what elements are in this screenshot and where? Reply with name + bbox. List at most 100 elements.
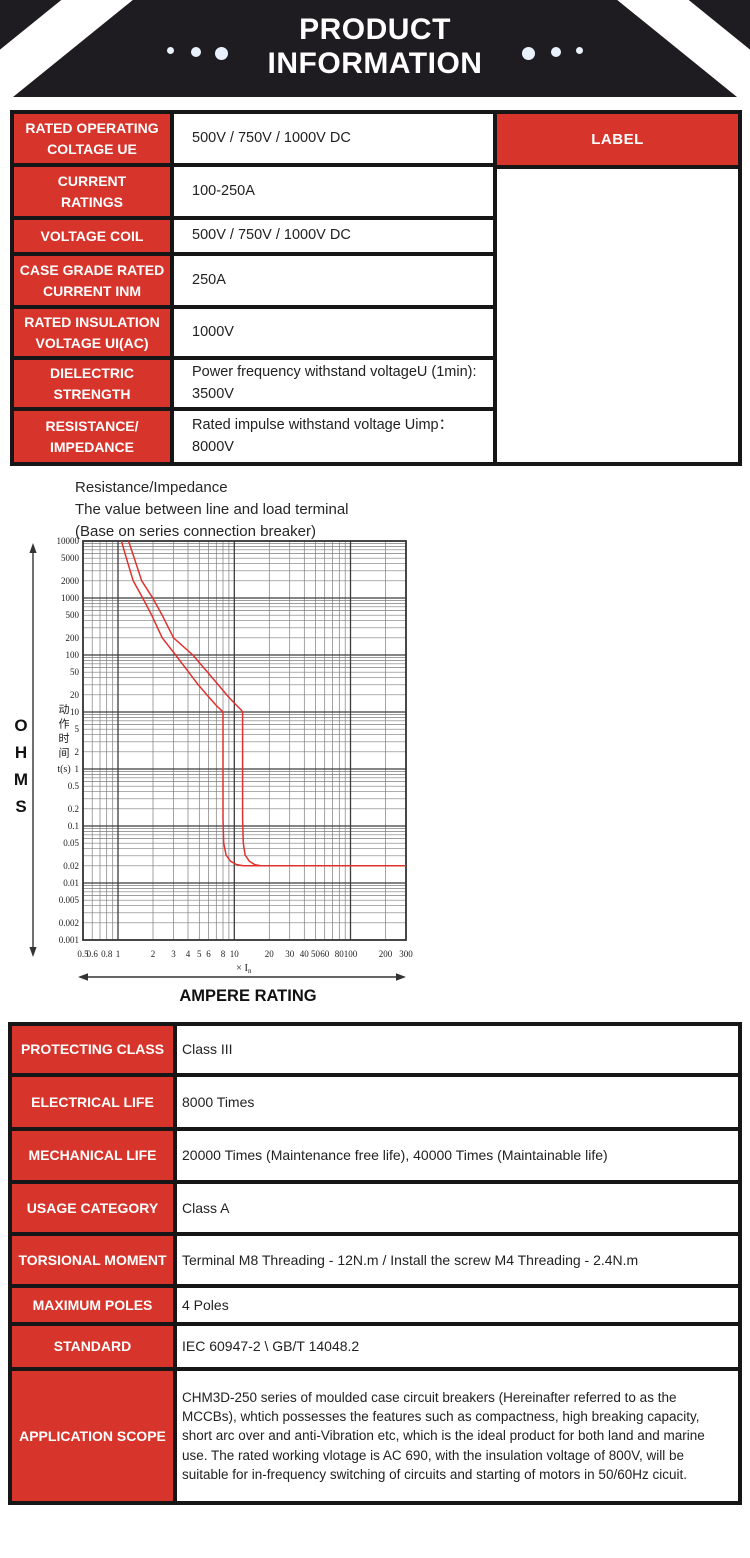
trip-curve-max xyxy=(127,540,406,867)
y-tick-label: 5 xyxy=(75,724,80,734)
spec-row: RESISTANCE/ IMPEDANCE Rated impulse withs… xyxy=(14,411,493,462)
y-axis-cn-label: 时 xyxy=(59,732,70,745)
y-tick-label: 0.001 xyxy=(59,935,79,945)
spec-row-value: 250A xyxy=(174,256,493,305)
x-axis-label: AMPERE RATING xyxy=(179,987,316,1005)
x-tick-label: 20 xyxy=(265,949,275,959)
details-row-value: Class A xyxy=(177,1184,738,1232)
spec-row: CURRENT RATINGS 100-250A xyxy=(14,167,493,216)
details-row-value: IEC 60947-2 \ GB/T 14048.2 xyxy=(177,1326,738,1367)
grid-major xyxy=(83,541,406,940)
spec-row: CASE GRADE RATED CURRENT INM 250A xyxy=(14,256,493,305)
page-title-line1: PRODUCT xyxy=(299,13,451,46)
arrow-head-left-icon xyxy=(78,973,88,981)
details-row: MAXIMUM POLES 4 Poles xyxy=(12,1288,738,1322)
x-tick-label: 0.6 xyxy=(87,949,99,959)
y-axis-unit-label: t(s) xyxy=(57,764,70,775)
dot-icon xyxy=(167,47,174,54)
spec-row-value: 100-250A xyxy=(174,167,493,216)
trip-curve-chart: 100005000200010005002001005020105210.50.… xyxy=(14,536,413,1005)
arrow-head-up-icon xyxy=(29,543,37,553)
x-tick-label: 0.8 xyxy=(101,949,113,959)
y-tick-label: 0.01 xyxy=(63,878,79,888)
y-tick-label: 100 xyxy=(66,650,80,660)
chart-note-line: The value between line and load terminal xyxy=(75,501,349,518)
details-row-value: 8000 Times xyxy=(177,1077,738,1127)
x-tick-label: 80 xyxy=(335,949,345,959)
spec-row-label: CASE GRADE RATED CURRENT INM xyxy=(14,256,170,305)
y-axis-cn-label: 动 xyxy=(59,703,70,716)
y-tick-label: 0.1 xyxy=(68,821,79,831)
x-tick-label: 6 xyxy=(206,949,211,959)
y-tick-label: 0.5 xyxy=(68,781,80,791)
x-tick-label: 50 xyxy=(311,949,321,959)
dot-icon xyxy=(551,47,561,57)
spec-row-value: 1000V xyxy=(174,309,493,356)
details-row-value: Terminal M8 Threading - 12N.m / Install … xyxy=(177,1236,738,1284)
details-row-value: 4 Poles xyxy=(177,1288,738,1322)
details-row-value: CHM3D-250 series of moulded case circuit… xyxy=(177,1371,738,1501)
y-axis-label: M xyxy=(14,770,28,789)
spec-row: RATED INSULATION VOLTAGE UI(AC) 1000V xyxy=(14,309,493,356)
spec-row-value: 500V / 750V / 1000V DC xyxy=(174,114,493,163)
details-row-label: TORSIONAL MOMENT xyxy=(12,1236,173,1284)
details-row: PROTECTING CLASS Class III xyxy=(12,1026,738,1073)
y-tick-label: 50 xyxy=(70,667,80,677)
dot-icon xyxy=(576,47,583,54)
spec-row-label: CURRENT RATINGS xyxy=(14,167,170,216)
y-tick-label: 20 xyxy=(70,690,80,700)
arrow-head-down-icon xyxy=(29,947,37,957)
spec-row: RATED OPERATING COLTAGE UE 500V / 750V / … xyxy=(14,114,493,163)
y-tick-label: 10 xyxy=(70,707,80,717)
y-tick-label: 10000 xyxy=(57,536,80,546)
spec-row-value: Power frequency withstand voltageU (1min… xyxy=(174,360,493,407)
spec-row-label: RATED OPERATING COLTAGE UE xyxy=(14,114,170,163)
chart-note-line: (Base on series connection breaker) xyxy=(75,523,316,540)
dot-icon xyxy=(191,47,201,57)
dot-icon xyxy=(215,47,228,60)
y-tick-label: 0.02 xyxy=(63,861,79,871)
details-row-label: STANDARD xyxy=(12,1326,173,1367)
y-axis-label: H xyxy=(15,743,27,762)
label-column-empty-cell xyxy=(497,169,738,462)
details-row: MECHANICAL LIFE 20000 Times (Maintenance … xyxy=(12,1131,738,1180)
details-row: ELECTRICAL LIFE 8000 Times xyxy=(12,1077,738,1127)
x-tick-label: 0.5 xyxy=(77,949,89,959)
y-tick-label: 2000 xyxy=(61,576,80,586)
details-table: PROTECTING CLASS Class III ELECTRICAL LIFE… xyxy=(8,1022,742,1505)
y-tick-label: 1000 xyxy=(61,593,80,603)
grid-minor xyxy=(83,541,406,940)
spec-row-value: 500V / 750V / 1000V DC xyxy=(174,220,493,252)
y-tick-label: 0.002 xyxy=(59,918,79,928)
details-row-value: Class III xyxy=(177,1026,738,1073)
spec-row-label: DIELECTRIC STRENGTH xyxy=(14,360,170,407)
details-row-label: ELECTRICAL LIFE xyxy=(12,1077,173,1127)
spec-row: VOLTAGE COIL 500V / 750V / 1000V DC xyxy=(14,220,493,252)
x-tick-label: 2 xyxy=(151,949,156,959)
details-row-label: MECHANICAL LIFE xyxy=(12,1131,173,1180)
y-axis-cn-label: 间 xyxy=(59,747,70,760)
details-row-label: USAGE CATEGORY xyxy=(12,1184,173,1232)
y-axis-label: O xyxy=(14,716,27,735)
label-column-header: LABEL xyxy=(497,114,738,165)
y-axis-label: S xyxy=(15,797,26,816)
y-tick-label: 500 xyxy=(66,610,80,620)
spec-table: RATED OPERATING COLTAGE UE 500V / 750V / … xyxy=(10,110,497,466)
banner: PRODUCT INFORMATION xyxy=(0,0,750,97)
plot-border xyxy=(82,540,407,941)
x-tick-label: 40 xyxy=(300,949,310,959)
y-axis-cn-label: 作 xyxy=(59,718,70,731)
label-column: LABEL xyxy=(493,110,742,466)
spec-row-value: Rated impulse withstand voltage Uimp： 80… xyxy=(174,411,493,462)
trip-curve-min xyxy=(120,540,406,867)
chart-note-line: Resistance/Impedance xyxy=(75,479,228,496)
x-tick-label: 100 xyxy=(344,949,358,959)
y-tick-label: 2 xyxy=(75,747,80,757)
details-row-value: 20000 Times (Maintenance free life), 400… xyxy=(177,1131,738,1180)
y-tick-label: 0.05 xyxy=(63,838,79,848)
x-tick-label: 30 xyxy=(285,949,295,959)
x-tick-label: 1 xyxy=(116,949,121,959)
x-tick-label: 8 xyxy=(221,949,226,959)
page-title-line2: INFORMATION xyxy=(267,47,483,80)
x-tick-label: 300 xyxy=(399,949,413,959)
